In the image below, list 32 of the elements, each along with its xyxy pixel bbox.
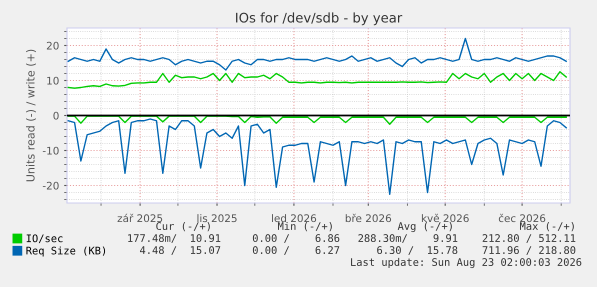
- text: 288.30m/ 9.91: [358, 234, 458, 243]
- text: Cur (-/+): [156, 222, 210, 232]
- text: Last update: Sun Aug 23 02:00:03 2026: [351, 258, 582, 268]
- text: Avg (-/+): [398, 222, 452, 232]
- y-axis-title: Units read (-) / write (+): [26, 50, 36, 182]
- line-series: [68, 71, 567, 89]
- line-series: [68, 38, 567, 71]
- text: Max (-/+): [520, 222, 574, 232]
- text: Min (-/+): [278, 222, 332, 232]
- y-tick-label: -20: [42, 182, 59, 190]
- text: 0.00 / 6.86: [252, 234, 340, 243]
- x-tick-label: lis 2025: [197, 214, 237, 222]
- y-tick-label: -10: [42, 146, 59, 155]
- x-tick-label: zář 2025: [118, 214, 162, 222]
- y-tick-label: 10: [47, 76, 59, 85]
- text: 4.48 / 15.07: [140, 246, 220, 255]
- legend-label: IO/sec: [26, 234, 62, 244]
- y-tick-label: 0: [53, 112, 59, 120]
- x-tick-label: led 2026: [272, 214, 316, 222]
- y-tick-label: 20: [46, 42, 59, 50]
- text: 6.30 / 15.78: [377, 246, 458, 255]
- x-tick-label: bře 2026: [346, 214, 392, 222]
- text: 177.48m/ 10.91: [128, 234, 220, 243]
- x-tick-label: kvě 2026: [422, 214, 469, 222]
- text: 711.96 / 218.80: [482, 246, 576, 255]
- line-series: [68, 116, 567, 125]
- legend-label: Req Size (KB): [26, 246, 106, 257]
- line-series: [68, 118, 567, 195]
- text: 212.80 / 512.11: [482, 234, 576, 243]
- chart-title: IOs for /dev/sdb - by year: [236, 12, 402, 26]
- text: 0.00 / 6.27: [252, 246, 340, 255]
- x-tick-label: čec 2026: [498, 214, 546, 222]
